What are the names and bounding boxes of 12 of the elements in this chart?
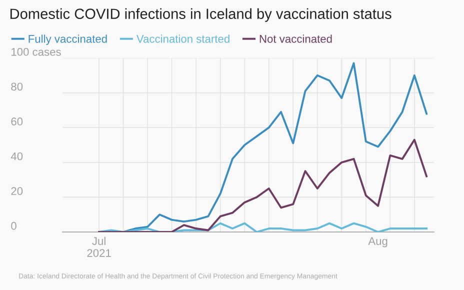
chart-title: Domestic COVID infections in Iceland by vaccination status <box>10 8 392 22</box>
y-tick-label: 80 <box>11 82 23 91</box>
x-tick-label: Jul 2021 <box>87 236 111 257</box>
legend-label: Not vaccinated <box>260 34 332 43</box>
y-tick-label: 0 <box>11 222 16 230</box>
legend-label: Vaccination started <box>136 34 230 43</box>
y-tick-label: 40 <box>10 152 23 160</box>
x-tick-label: Aug <box>368 237 388 248</box>
y-tick-label: 20 <box>11 187 23 196</box>
legend-label: Fully vaccinated <box>28 34 107 46</box>
y-tick-label: 60 <box>11 118 23 126</box>
y-tick-label: 100 cases <box>12 48 61 56</box>
